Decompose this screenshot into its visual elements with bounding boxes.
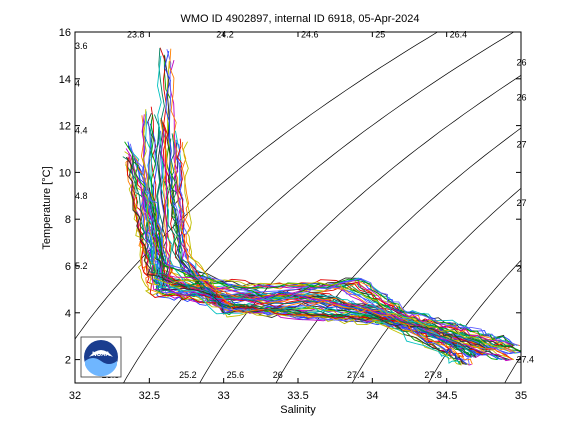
profile-line: [183, 141, 490, 356]
sigma-contour-label: 27: [517, 139, 527, 149]
noaa-logo-label: NOAA: [92, 352, 110, 358]
profile-line: [130, 156, 489, 349]
sigma-contour-label: 2: [517, 263, 522, 273]
sigma-contour-label: 25.2: [179, 370, 197, 380]
noaa-logo-bird: [89, 350, 113, 357]
sigma-contour-label: 27.8: [424, 370, 442, 380]
x-tick-label: 33.5: [287, 390, 308, 402]
x-tick-label: 32: [69, 390, 81, 402]
x-axis: 32 32.5 33 33.5 34 34.5 35: [69, 32, 527, 402]
y-tick-label: 16: [59, 27, 71, 39]
y-axis-label: Temperature [°C]: [41, 166, 53, 249]
y-tick-label: 4: [65, 308, 71, 320]
sigma-contour-label: 27: [517, 198, 527, 208]
sigma-contour-labels: 23.824.224.62526.426262727227.423.825.22…: [75, 29, 534, 379]
sigma-contour-label: 4.8: [75, 191, 88, 201]
sigma-contour-label: 3.6: [75, 41, 88, 51]
y-tick-label: 14: [59, 74, 71, 86]
sigma-contour-line: [199, 74, 521, 383]
sigma-contour-label: 25.6: [227, 370, 245, 380]
profile-line: [145, 191, 475, 358]
y-axis: 2 4 6 8 10 12 14 16: [59, 27, 521, 367]
y-tick-label: 10: [59, 167, 71, 179]
x-tick-label: 34.5: [436, 390, 457, 402]
profile-line: [170, 133, 476, 356]
y-tick-label: 8: [65, 214, 71, 226]
sigma-contour-line: [351, 187, 521, 383]
profile-line: [125, 156, 486, 349]
profile-line: [142, 109, 517, 353]
sigma-contour-label: 27.4: [347, 370, 365, 380]
profile-line: [124, 141, 514, 346]
profile-line: [174, 130, 482, 356]
profile-line: [129, 143, 519, 347]
sigma-contour-label: 26.4: [450, 29, 468, 39]
sigma-contour-label: 5.2: [75, 261, 88, 271]
x-tick-label: 35: [515, 390, 527, 402]
sigma-contour-label: 26: [517, 93, 527, 103]
sigma-contour-label: 4.4: [75, 125, 88, 135]
sigma-contour-label: 24.2: [216, 29, 234, 39]
sigma-contour-label: 27.4: [517, 355, 535, 365]
profile-line: [147, 119, 499, 360]
profile-line: [164, 50, 468, 365]
sigma-contour-line: [275, 127, 521, 383]
sigma-contour-line: [123, 32, 515, 383]
x-tick-label: 33: [218, 390, 230, 402]
y-tick-label: 12: [59, 121, 71, 133]
float-profiles: [122, 47, 521, 366]
sigma-contour-label: 4: [75, 78, 80, 88]
sigma-contour-label: 25: [375, 29, 385, 39]
sigma-contour-label: 26: [517, 57, 527, 67]
y-tick-label: 2: [65, 355, 71, 367]
sigma-contour-lines: [75, 32, 521, 383]
x-axis-label: Salinity: [280, 404, 316, 416]
profile-line: [161, 128, 512, 362]
x-tick-label: 34: [366, 390, 378, 402]
noaa-logo-wave: [85, 358, 117, 377]
sigma-contour-line: [75, 32, 439, 340]
y-tick-label: 6: [65, 261, 71, 273]
sigma-contour-label: 24.6: [301, 29, 319, 39]
sigma-contour-label: 26: [273, 370, 283, 380]
noaa-logo: NOAA: [80, 336, 122, 378]
chart-title: WMO ID 4902897, internal ID 6918, 05-Apr…: [180, 13, 419, 25]
x-tick-label: 32.5: [139, 390, 160, 402]
sigma-contour-label: 23.8: [127, 29, 145, 39]
